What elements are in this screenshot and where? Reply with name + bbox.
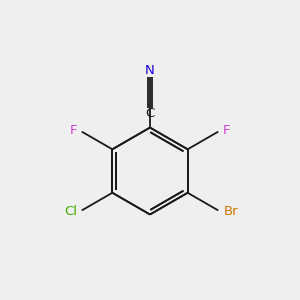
Text: F: F bbox=[70, 124, 77, 137]
Text: Cl: Cl bbox=[64, 205, 77, 218]
Text: C: C bbox=[146, 107, 154, 120]
Text: F: F bbox=[223, 124, 230, 137]
Text: Br: Br bbox=[224, 205, 238, 218]
Text: N: N bbox=[145, 64, 155, 77]
